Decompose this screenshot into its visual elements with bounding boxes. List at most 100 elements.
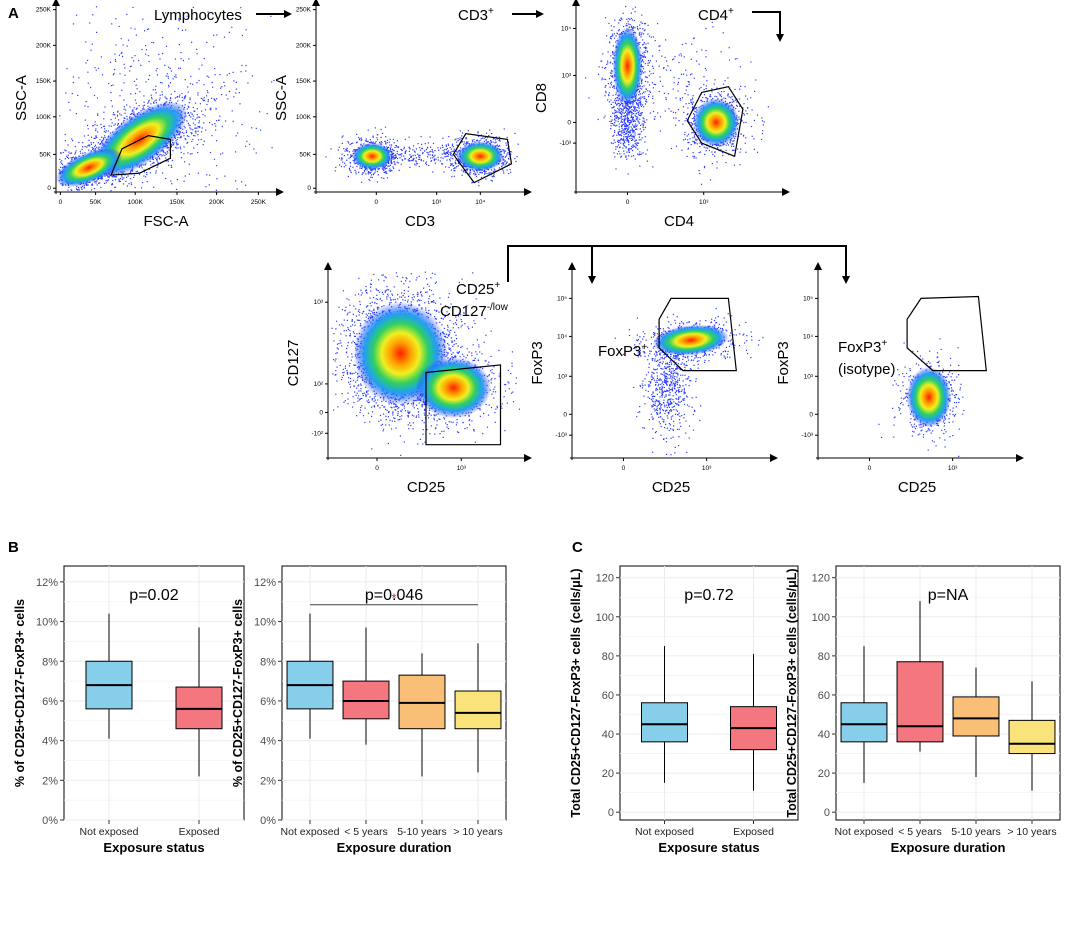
x-tick-label-cd25: 10³ [457,465,467,472]
gate-arrow-cd4 [752,12,780,38]
y-tick-label: 40 [818,729,830,741]
event-dots-cd4 [585,6,769,185]
y-tick-label-iso: 10⁴ [803,333,813,340]
x-tick-label-cd3: 0 [375,199,379,206]
x-axis-label: Exposure duration [337,840,452,855]
x-tick-label: 5-10 years [397,826,447,838]
x-tick-label-cd3: 10⁴ [475,199,485,206]
density-core-cd4 [613,27,643,105]
gate-label-cd25: CD25+ [456,280,500,298]
plot-frame [836,566,1060,820]
density-core-cd3 [457,141,504,171]
x-axis-label-cd3: CD3 [405,213,435,230]
y-tick-label-iso: 0 [809,411,813,418]
y-tick-label: 2% [260,775,276,787]
y-tick-label-lymph: 50K [39,151,51,158]
y-tick-label-iso: 10³ [804,373,814,380]
box-iqr [642,703,688,742]
y-tick-label: 0% [260,815,276,827]
gate-label-cd3: CD3+ [458,6,494,24]
x-axis-label-iso: CD25 [898,479,936,496]
y-tick-label-foxp3: 10³ [558,373,568,380]
gate-arrow-cd25-to-isotype [508,246,846,282]
chart-title: p=0.02 [129,587,178,604]
y-tick-label: 0 [608,807,614,819]
y-tick-label: 20 [602,768,614,780]
y-tick-label: 6% [260,696,276,708]
y-tick-label-cd4: 0 [567,119,571,126]
y-tick-label-foxp3: 10⁵ [557,295,567,302]
x-tick-label-lymph: 200K [209,199,225,206]
y-tick-label: 8% [42,656,58,668]
x-tick-label-foxp3: 0 [622,465,626,472]
panel-letter-c: C [572,539,583,556]
y-axis-label: Total CD25+CD127-FoxP3+ cells (cells/μL) [569,568,583,817]
x-tick-label-lymph: 0 [59,199,63,206]
y-tick-label: 10% [254,617,276,629]
plot-frame [620,566,798,820]
box-iqr [841,703,887,742]
y-tick-label: 12% [36,577,58,589]
density-core-iso [907,367,951,428]
x-tick-label-cd25: 0 [375,465,379,472]
x-tick-label: Not exposed [80,826,139,838]
x-tick-label-cd4: 10³ [699,199,709,206]
y-tick-label: 6% [42,696,58,708]
y-tick-label: 8% [260,656,276,668]
y-tick-label: 80 [602,651,614,663]
y-tick-label-cd25: 10³ [314,299,324,306]
y-tick-label-cd3: 150K [296,78,312,85]
y-tick-label-cd3: 250K [296,7,312,14]
y-tick-label: 20 [818,768,830,780]
y-tick-label-foxp3: -10³ [555,432,567,439]
x-tick-label: > 10 years [453,826,502,838]
y-tick-label-foxp3: 10⁴ [557,333,567,340]
y-tick-label: 0 [824,807,830,819]
y-tick-label-cd25: -10² [311,430,323,437]
y-tick-label-iso: 10⁵ [803,295,813,302]
x-tick-label: < 5 years [344,826,387,838]
gate-iso [907,297,986,371]
box-iqr [455,691,501,729]
y-axis-label: % of CD25+CD127-FoxP3+ cells [231,599,245,787]
x-axis-label-cd4: CD4 [664,213,694,230]
y-tick-label-iso: -10³ [801,432,813,439]
gate-label-cd127: CD127-/low [440,302,509,320]
y-tick-label: 120 [596,573,614,585]
x-tick-label: > 10 years [1007,826,1056,838]
y-axis-label-lymph: SSC-A [13,75,30,121]
x-tick-label: Not exposed [635,826,694,838]
y-tick-label-cd4: -10³ [559,140,571,147]
y-tick-label: 120 [812,573,830,585]
y-tick-label-cd3: 100K [296,114,312,121]
x-tick-label-iso: 0 [868,465,872,472]
panel-letter-b: B [8,539,19,556]
y-tick-label: 80 [818,651,830,663]
y-tick-label-cd4: 10⁴ [561,25,571,32]
y-tick-label-foxp3: 0 [563,411,567,418]
x-tick-label-lymph: 150K [169,199,185,206]
y-tick-label: 60 [818,690,830,702]
x-tick-label-cd3: 10³ [432,199,442,206]
y-axis-label: Total CD25+CD127-FoxP3+ cells (cells/μL) [785,568,799,817]
y-tick-label-cd25: 0 [319,409,323,416]
chart-title: p=0.72 [684,587,733,604]
gate-label-cd4: CD4+ [698,6,734,24]
y-tick-label: 10% [36,617,58,629]
y-tick-label: 4% [260,736,276,748]
x-axis-label: Exposure duration [891,840,1006,855]
x-tick-label: 5-10 years [951,826,1001,838]
box-iqr [953,697,999,736]
